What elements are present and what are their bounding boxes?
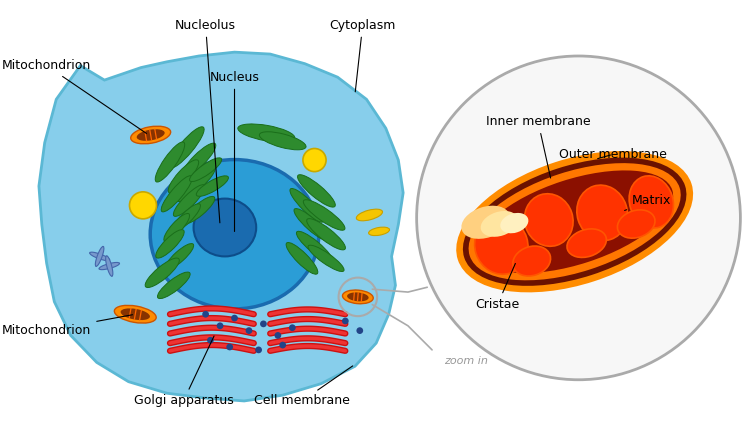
Circle shape <box>275 332 282 339</box>
Polygon shape <box>39 52 403 401</box>
Ellipse shape <box>95 246 104 266</box>
Circle shape <box>202 311 209 317</box>
Ellipse shape <box>369 227 390 236</box>
Ellipse shape <box>106 256 113 276</box>
Ellipse shape <box>294 208 329 241</box>
Circle shape <box>279 341 286 348</box>
Ellipse shape <box>347 293 369 301</box>
Ellipse shape <box>168 160 199 193</box>
Circle shape <box>303 148 326 172</box>
Circle shape <box>342 317 348 324</box>
Ellipse shape <box>297 231 333 262</box>
Ellipse shape <box>476 170 673 273</box>
Ellipse shape <box>577 185 628 241</box>
Circle shape <box>217 323 224 329</box>
Text: Nucleus: Nucleus <box>210 71 259 232</box>
Text: zoom in: zoom in <box>444 356 487 366</box>
Ellipse shape <box>114 305 156 323</box>
Circle shape <box>246 327 252 334</box>
Ellipse shape <box>183 196 215 224</box>
Ellipse shape <box>475 217 528 274</box>
Ellipse shape <box>196 176 228 196</box>
Ellipse shape <box>463 157 686 286</box>
Ellipse shape <box>469 163 680 280</box>
Ellipse shape <box>99 263 119 270</box>
Text: Matrix: Matrix <box>625 194 671 211</box>
Ellipse shape <box>182 143 216 177</box>
Ellipse shape <box>161 176 192 212</box>
Ellipse shape <box>567 229 606 257</box>
Text: Golgi apparatus: Golgi apparatus <box>134 336 234 408</box>
Ellipse shape <box>155 230 184 258</box>
Circle shape <box>231 315 238 321</box>
Ellipse shape <box>481 211 518 237</box>
Ellipse shape <box>356 209 382 221</box>
Ellipse shape <box>164 214 189 242</box>
Ellipse shape <box>297 175 335 207</box>
Ellipse shape <box>121 308 150 320</box>
Text: Cell membrane: Cell membrane <box>254 366 353 408</box>
Ellipse shape <box>500 213 529 233</box>
Ellipse shape <box>259 132 306 150</box>
Ellipse shape <box>172 204 201 232</box>
Ellipse shape <box>194 199 256 257</box>
Ellipse shape <box>89 252 110 261</box>
Ellipse shape <box>165 244 194 269</box>
Text: Cristae: Cristae <box>475 263 520 311</box>
Text: Outer membrane: Outer membrane <box>559 148 667 161</box>
Ellipse shape <box>617 210 655 238</box>
Circle shape <box>207 337 214 344</box>
Ellipse shape <box>342 290 373 304</box>
Ellipse shape <box>306 219 345 250</box>
Ellipse shape <box>303 200 345 230</box>
Text: Nucleolus: Nucleolus <box>175 18 236 223</box>
Ellipse shape <box>177 167 215 202</box>
Circle shape <box>226 344 233 350</box>
Text: Mitochondrion: Mitochondrion <box>2 59 146 133</box>
Text: Mitochondrion: Mitochondrion <box>2 315 132 337</box>
Circle shape <box>289 324 296 331</box>
Text: Inner membrane: Inner membrane <box>486 115 590 178</box>
Ellipse shape <box>456 151 693 293</box>
Circle shape <box>417 56 740 380</box>
Text: Cytoplasm: Cytoplasm <box>330 18 396 92</box>
Ellipse shape <box>524 194 573 246</box>
Ellipse shape <box>189 158 222 181</box>
Ellipse shape <box>131 126 170 144</box>
Ellipse shape <box>155 142 185 182</box>
Ellipse shape <box>290 188 324 222</box>
Circle shape <box>255 347 262 353</box>
Circle shape <box>357 327 363 334</box>
Ellipse shape <box>173 184 205 216</box>
Ellipse shape <box>629 176 674 228</box>
Ellipse shape <box>461 205 510 239</box>
Ellipse shape <box>168 127 204 168</box>
Ellipse shape <box>238 124 295 142</box>
Circle shape <box>260 320 267 327</box>
Ellipse shape <box>137 129 164 141</box>
Ellipse shape <box>150 160 319 309</box>
Ellipse shape <box>145 258 179 287</box>
Ellipse shape <box>286 242 318 274</box>
Ellipse shape <box>158 272 190 299</box>
Ellipse shape <box>513 246 550 276</box>
Circle shape <box>129 192 156 219</box>
Ellipse shape <box>308 245 344 272</box>
